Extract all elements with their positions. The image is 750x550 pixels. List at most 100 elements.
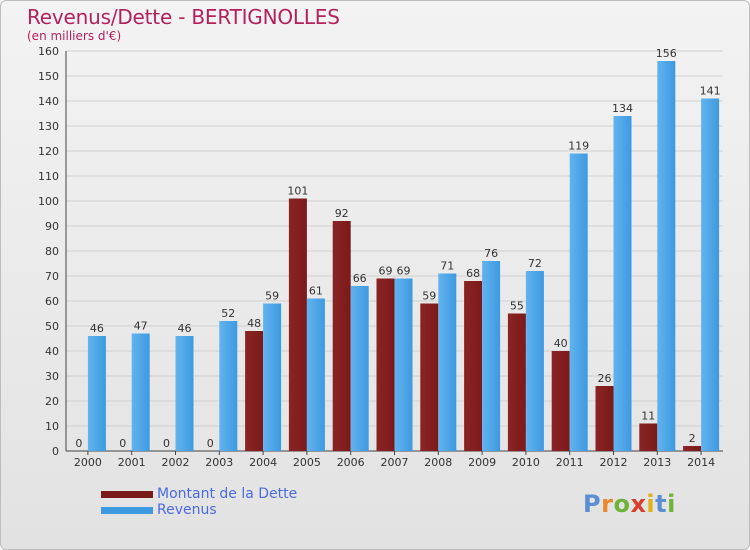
bar-dette <box>420 303 439 451</box>
y-tick-label: 90 <box>45 220 59 233</box>
y-tick-label: 50 <box>45 320 59 333</box>
x-tick-label: 2004 <box>249 456 277 469</box>
data-label-revenus: 141 <box>700 85 721 98</box>
bar-revenus <box>350 286 369 451</box>
data-label-revenus: 59 <box>265 290 279 303</box>
data-label-revenus: 76 <box>484 247 498 260</box>
bar-revenus <box>306 298 325 451</box>
legend-label-dette: Montant de la Dette <box>157 486 298 502</box>
y-tick-label: 10 <box>45 420 59 433</box>
y-tick-label: 100 <box>38 195 59 208</box>
data-label-dette: 59 <box>422 290 436 303</box>
bar-dette <box>639 423 658 451</box>
x-tick-label: 2013 <box>643 456 671 469</box>
y-tick-label: 80 <box>45 245 59 258</box>
bar-revenus <box>263 303 282 451</box>
bar-revenus <box>438 273 457 451</box>
logo-letter: i <box>667 490 676 518</box>
legend-item-dette: Montant de la Dette <box>101 486 297 502</box>
proxiti-logo: Proxiti <box>583 490 676 518</box>
data-label-dette: 40 <box>554 337 568 350</box>
legend-item-revenus: Revenus <box>101 502 297 518</box>
data-label-revenus: 156 <box>656 47 677 60</box>
data-label-revenus: 47 <box>134 320 148 333</box>
bar-dette <box>464 281 483 451</box>
bar-dette <box>288 198 307 451</box>
x-tick-label: 2003 <box>205 456 233 469</box>
bar-dette <box>551 351 570 451</box>
data-label-revenus: 66 <box>353 272 367 285</box>
y-tick-label: 160 <box>38 45 59 58</box>
y-tick-label: 110 <box>38 170 59 183</box>
logo-letter: x <box>630 490 647 518</box>
y-tick-label: 140 <box>38 95 59 108</box>
data-label-revenus: 61 <box>309 285 323 298</box>
data-label-dette: 26 <box>598 372 612 385</box>
chart-unit: (en milliers d'€) <box>27 29 122 43</box>
data-label-revenus: 69 <box>397 265 411 278</box>
legend: Montant de la Dette Revenus <box>101 486 297 518</box>
bar-dette <box>376 278 395 451</box>
data-label-revenus: 72 <box>528 257 542 270</box>
bar-revenus <box>394 278 413 451</box>
bar-dette <box>507 313 526 451</box>
bar-revenus <box>175 336 194 451</box>
data-label-dette: 68 <box>466 267 480 280</box>
bar-revenus <box>525 271 544 451</box>
bar-dette <box>683 446 702 451</box>
data-label-revenus: 46 <box>90 322 104 335</box>
logo-letter: t <box>655 490 668 518</box>
logo-letter: i <box>646 490 656 518</box>
data-label-dette: 69 <box>379 265 393 278</box>
data-label-dette: 2 <box>689 432 696 445</box>
y-tick-label: 0 <box>52 445 59 458</box>
y-tick-label: 40 <box>45 345 59 358</box>
x-tick-label: 2006 <box>337 456 365 469</box>
data-label-revenus: 134 <box>612 102 633 115</box>
chart-title: Revenus/Dette - BERTIGNOLLES <box>27 5 340 29</box>
x-tick-label: 2012 <box>600 456 628 469</box>
data-label-dette: 0 <box>163 437 170 450</box>
bar-revenus <box>482 261 501 451</box>
bar-dette <box>595 386 614 451</box>
logo-letter: r <box>601 490 614 518</box>
y-tick-label: 150 <box>38 70 59 83</box>
bar-revenus <box>219 321 238 451</box>
data-label-dette: 48 <box>247 317 261 330</box>
bar-revenus <box>569 153 588 451</box>
data-label-revenus: 52 <box>221 307 235 320</box>
bar-revenus <box>701 98 720 451</box>
y-tick-label: 30 <box>45 370 59 383</box>
data-label-dette: 11 <box>641 410 655 423</box>
data-label-dette: 92 <box>335 207 349 220</box>
logo-letter: o <box>613 490 631 518</box>
bar-dette <box>245 331 264 451</box>
bar-revenus <box>613 116 632 451</box>
data-label-revenus: 46 <box>178 322 192 335</box>
x-tick-label: 2002 <box>162 456 190 469</box>
data-label-revenus: 71 <box>440 260 454 273</box>
data-label-dette: 55 <box>510 300 524 313</box>
legend-swatch-revenus <box>101 506 153 514</box>
logo-letter: P <box>583 490 602 518</box>
x-tick-label: 2001 <box>118 456 146 469</box>
bar-revenus <box>131 333 150 451</box>
data-label-dette: 101 <box>287 185 308 198</box>
y-tick-label: 120 <box>38 145 59 158</box>
y-tick-label: 60 <box>45 295 59 308</box>
y-tick-label: 130 <box>38 120 59 133</box>
x-tick-label: 2010 <box>512 456 540 469</box>
legend-label-revenus: Revenus <box>157 502 217 518</box>
legend-swatch-dette <box>101 490 153 498</box>
x-tick-label: 2007 <box>381 456 409 469</box>
bar-dette <box>332 221 351 451</box>
x-tick-label: 2011 <box>556 456 584 469</box>
x-tick-label: 2008 <box>424 456 452 469</box>
data-label-dette: 0 <box>119 437 126 450</box>
y-tick-label: 20 <box>45 395 59 408</box>
x-tick-label: 2005 <box>293 456 321 469</box>
bar-revenus <box>87 336 106 451</box>
y-tick-label: 70 <box>45 270 59 283</box>
